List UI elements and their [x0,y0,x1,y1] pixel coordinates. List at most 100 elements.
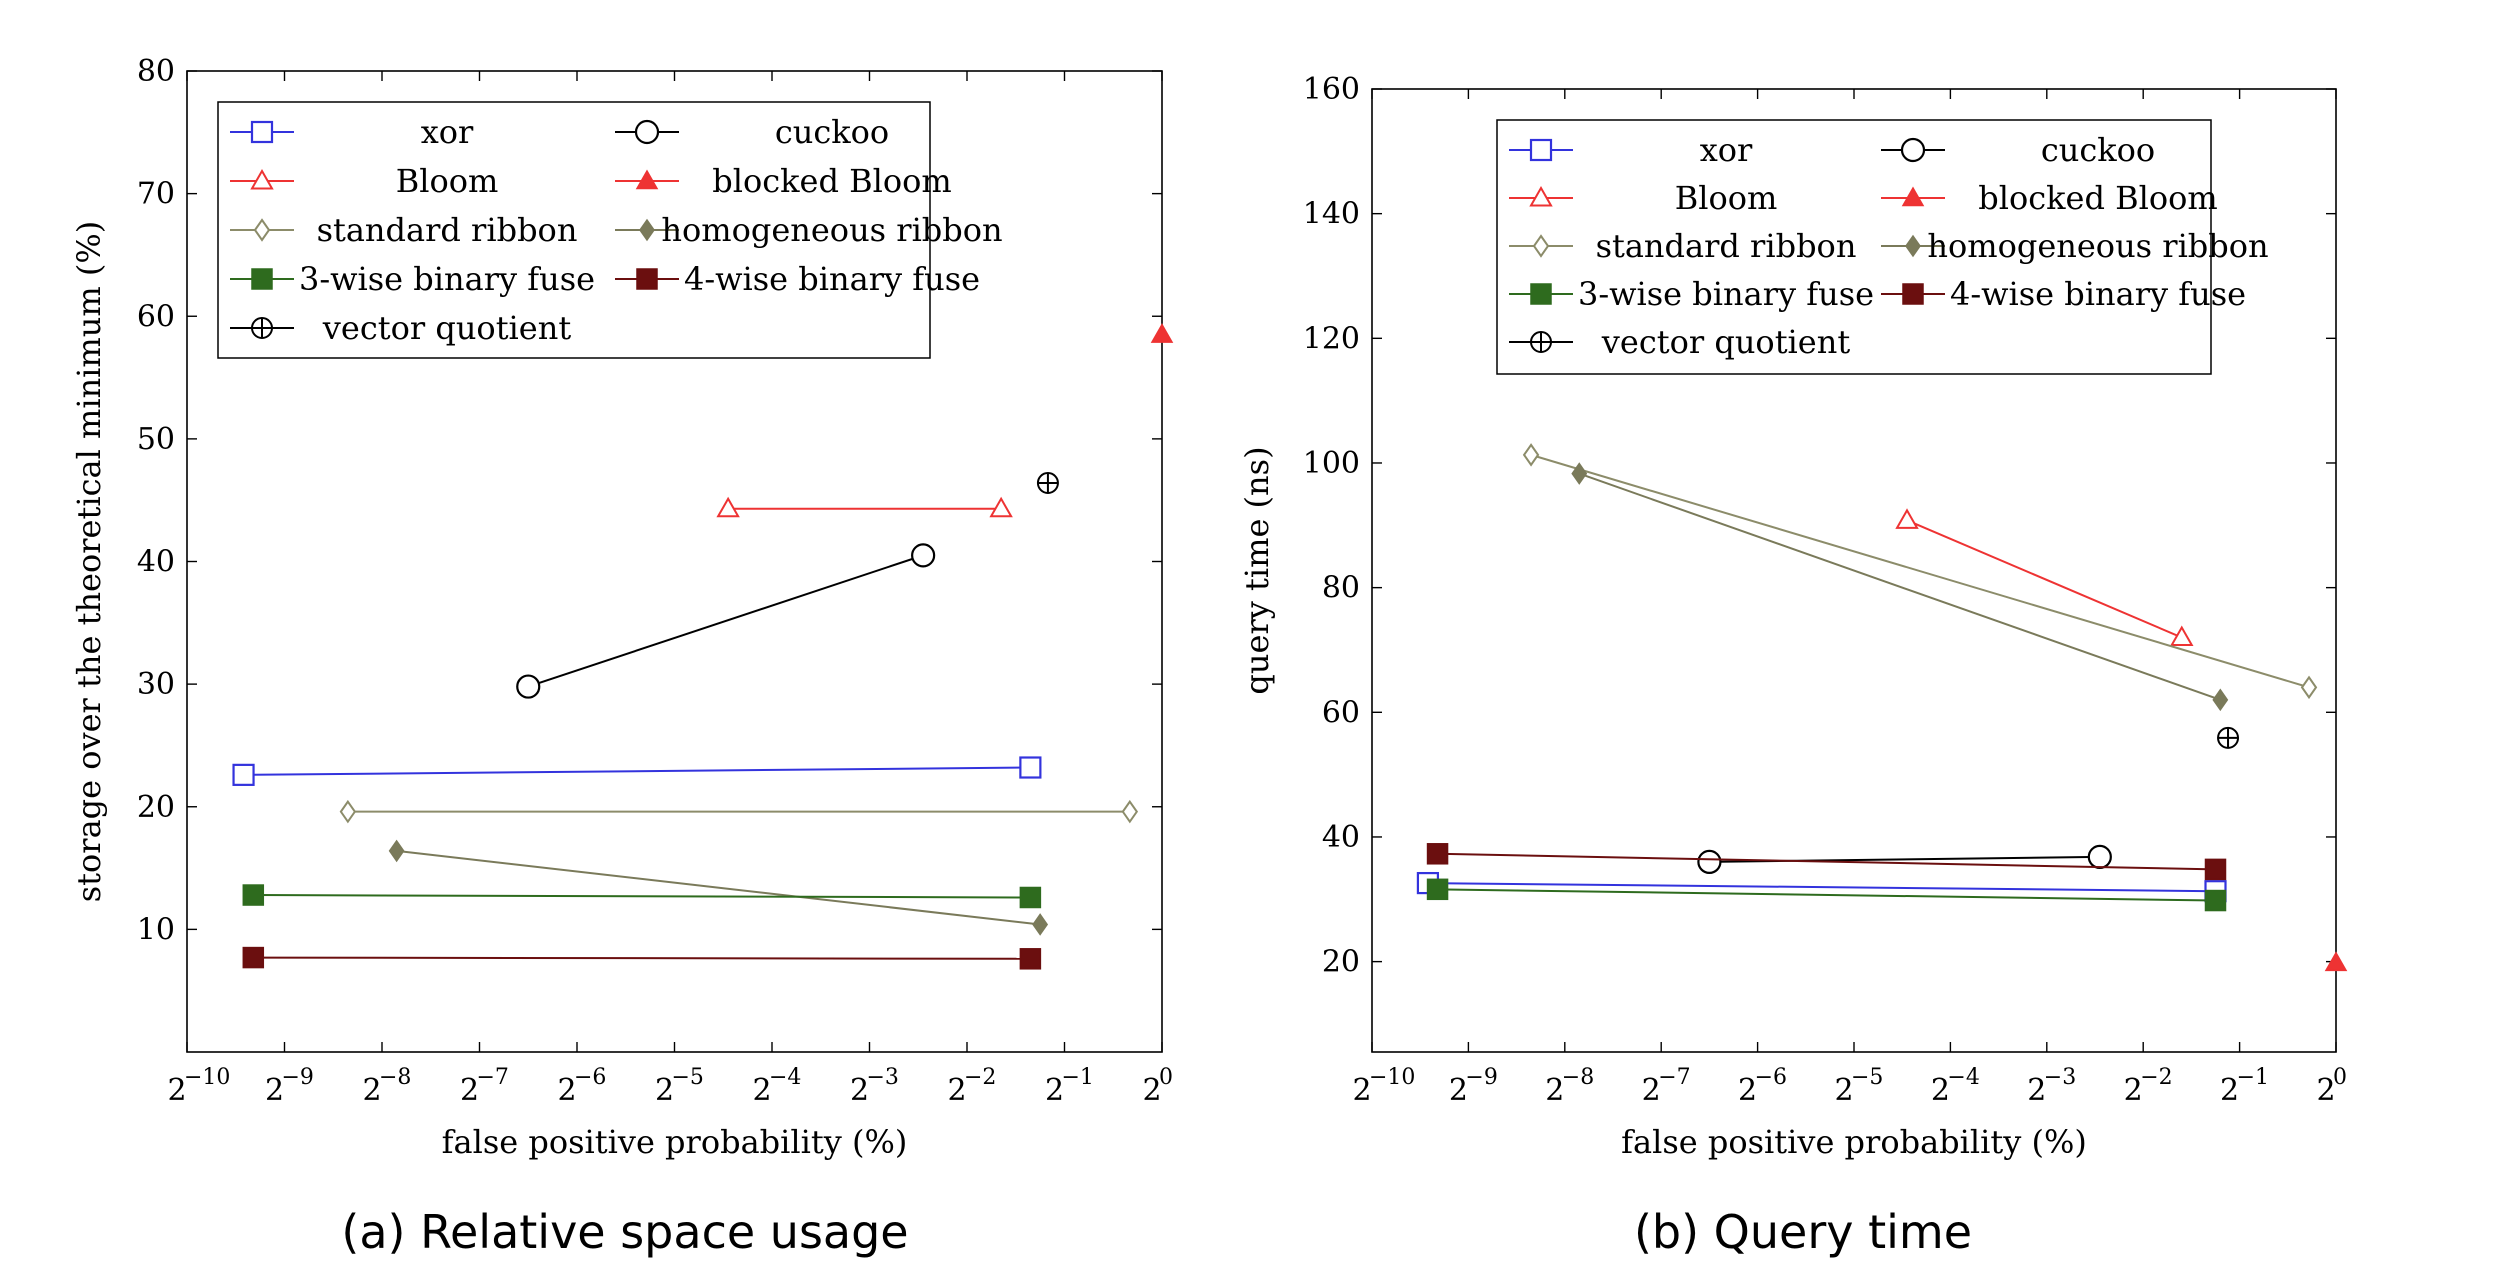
series-xor [1416,871,2227,903]
series-blocked-bloom [1150,323,1174,343]
x-tick-label: 2 [2027,1073,2046,1108]
data-point-bloom [2170,625,2194,647]
legend-entry-homogeneous-ribbon: homogeneous ribbon [1881,227,2269,265]
x-tick-exponent: −4 [1947,1065,1979,1090]
legend-entry-4-wise-binary-fuse: 4-wise binary fuse [615,260,980,298]
data-point-bloom [1895,508,1919,529]
legend-marker-3-wise-binary-fuse [1530,283,1552,305]
x-tick-label: 2 [1352,1073,1371,1108]
series-standard-ribbon [339,799,1139,824]
x-tick-label: 2 [1642,1073,1661,1108]
x-tick-label: 2 [1931,1073,1950,1108]
legend-label: standard ribbon [1596,227,1857,265]
series-line-homogeneous-ribbon [396,849,1041,926]
legend-box [1496,119,2212,375]
x-tick-label: 2 [1045,1073,1064,1108]
series-homogeneous-ribbon [388,839,1049,936]
legend-label: xor [1700,131,1753,169]
legend-marker-cuckoo [1900,137,1926,163]
series-3-wise-binary-fuse [242,884,1042,909]
legend-label: 4-wise binary fuse [1950,275,2246,313]
legend-entry-cuckoo: cuckoo [615,113,889,151]
series-line-3-wise-binary-fuse [1437,888,2216,902]
x-tick-exponent: −1 [1062,1065,1094,1090]
y-tick-label: 10 [137,912,175,947]
y-tick-label: 60 [137,299,175,334]
data-point-4-wise-binary-fuse [2204,858,2227,881]
x-tick-exponent: −4 [769,1065,801,1090]
legend-label: standard ribbon [317,211,578,249]
legend-label: blocked Bloom [1978,179,2218,217]
y-tick-label: 100 [1303,446,1360,481]
legend-label: xor [421,113,474,151]
legend-marker-4-wise-binary-fuse [636,268,658,290]
data-point-homogeneous-ribbon [1032,913,1049,936]
legend-entry-vector-quotient: vector quotient [230,309,571,347]
legend-marker-vector-quotient [251,317,273,339]
legend-entry-standard-ribbon: standard ribbon [230,211,577,249]
series-blocked-bloom [2324,951,2348,972]
legend-entry-cuckoo: cuckoo [1881,131,2155,169]
series-vector-quotient [2217,726,2240,749]
data-point-homogeneous-ribbon [388,839,405,863]
legend-marker-standard-ribbon [1532,234,1550,258]
x-tick-exponent: −8 [379,1065,411,1090]
legend-label: vector quotient [1601,323,1851,361]
y-tick-label: 40 [1322,820,1360,855]
data-point-standard-ribbon [339,799,357,824]
x-tick-label: 2 [752,1073,771,1108]
data-point-3-wise-binary-fuse [1426,878,1449,901]
x-tick-label: 2 [362,1073,381,1108]
legend-entry-bloom: Bloom [1509,179,1777,217]
y-tick-label: 60 [1322,695,1360,730]
x-tick-label: 2 [655,1073,674,1108]
series-homogeneous-ribbon [1571,462,2229,712]
x-tick-label: 2 [2316,1073,2335,1108]
series-line-xor [1427,882,2216,893]
y-tick-label: 40 [137,545,175,580]
data-point-standard-ribbon [1121,799,1139,824]
x-tick-label: 2 [2124,1073,2143,1108]
legend-entry-3-wise-binary-fuse: 3-wise binary fuse [230,260,595,298]
x-tick-exponent: −2 [2140,1065,2172,1090]
y-tick-label: 70 [137,177,175,212]
legend-entry-blocked-bloom: blocked Bloom [615,162,952,200]
series-line-3-wise-binary-fuse [253,894,1031,899]
y-tick-label: 20 [137,790,175,825]
x-tick-label: 2 [1545,1073,1564,1108]
legend-marker-cuckoo [634,119,660,145]
legend-marker-bloom [1529,185,1553,207]
x-tick-label: 2 [1738,1073,1757,1108]
series-line-homogeneous-ribbon [1578,472,2221,701]
data-point-bloom [716,496,740,518]
x-axis-label: false positive probability (%) [1621,1123,2087,1161]
x-tick-exponent: 0 [2333,1065,2347,1090]
data-point-3-wise-binary-fuse [1019,886,1042,909]
series-3-wise-binary-fuse [1426,878,2227,912]
legend-marker-xor [1529,138,1553,162]
figure-caption: (a) Relative space usage [341,1205,908,1259]
legend-marker-homogeneous-ribbon [639,218,655,242]
legend-label: vector quotient [322,309,572,347]
legend-label: Bloom [1675,179,1778,217]
legend-marker-blocked-bloom [635,169,659,190]
data-point-cuckoo [2087,844,2112,870]
data-point-vector-quotient [2217,726,2240,749]
legend: xor cuckoo Bloom blocked Bloom standard ribb… [217,101,1003,359]
x-tick-exponent: −10 [1369,1065,1415,1090]
series-line-xor [243,766,1031,776]
data-point-3-wise-binary-fuse [2204,889,2227,912]
panel-query-time: 2−10 2−9 2−8 2−7 2−6 2−5 2−4 2−3 2−2 2−1 202040608… [1238,72,2348,1259]
legend-marker-bloom [250,168,274,190]
data-point-blocked-bloom [2324,951,2348,972]
legend-marker-blocked-bloom [1901,186,1925,207]
series-bloom [1895,508,2194,647]
series-bloom [716,496,1013,518]
y-axis-label: query time (ns) [1238,446,1276,694]
data-point-4-wise-binary-fuse [242,946,265,969]
data-point-standard-ribbon [2300,675,2318,700]
legend-entry-bloom: Bloom [230,162,498,200]
x-tick-label: 2 [2220,1073,2239,1108]
legend-label: 3-wise binary fuse [1578,275,1874,313]
